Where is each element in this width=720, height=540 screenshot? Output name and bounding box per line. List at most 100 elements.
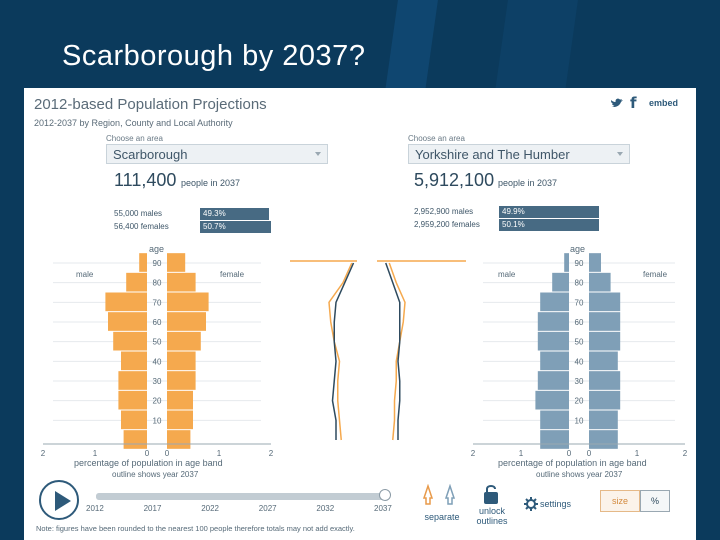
timeline-progress — [96, 493, 384, 500]
male-bar — [108, 312, 147, 331]
twitter-icon[interactable] — [610, 96, 624, 110]
timeline-handle[interactable] — [379, 489, 391, 501]
timeline-year-tick[interactable]: 2037 — [374, 504, 392, 513]
male-bar — [537, 312, 569, 331]
x-tick-label: 0 — [165, 449, 170, 458]
male-bar — [535, 390, 569, 410]
x-tick-label: 2 — [471, 449, 476, 458]
female-bar — [167, 390, 193, 410]
timeline-year-tick[interactable]: 2022 — [201, 504, 219, 513]
x-tick-label: 0 — [145, 449, 150, 458]
total-population-label: people in 2037 — [498, 178, 558, 188]
play-icon — [55, 491, 71, 511]
size-button[interactable]: size — [600, 490, 640, 512]
outlines-label[interactable]: outlines — [476, 516, 508, 526]
age-tick-label: 10 — [575, 416, 584, 425]
area-select-right[interactable]: Yorkshire and The Humber — [408, 144, 630, 164]
male-bar — [540, 410, 569, 430]
females-count: 56,400 females — [114, 222, 169, 231]
x-axis-note: outline shows year 2037 — [536, 470, 623, 479]
female-bar — [167, 430, 191, 449]
males-count: 55,000 males — [114, 209, 163, 218]
male-bar — [537, 331, 569, 351]
separate-icon[interactable] — [422, 484, 464, 506]
male-bar — [118, 390, 147, 410]
separate-label[interactable]: separate — [424, 512, 460, 522]
x-axis-note: outline shows year 2037 — [112, 470, 199, 479]
female-bar — [589, 390, 621, 410]
age-tick-label: 10 — [153, 416, 162, 425]
males-count: 2,952,900 males — [414, 207, 474, 216]
male-bar — [105, 292, 147, 312]
timeline-year-tick[interactable]: 2017 — [143, 504, 162, 513]
timeline-slider[interactable] — [96, 493, 384, 500]
male-bar — [126, 272, 147, 292]
male-bar — [139, 253, 147, 272]
female-bar — [167, 253, 186, 272]
male-bar — [552, 272, 569, 292]
female-bar — [589, 430, 618, 449]
percent-button[interactable]: % — [640, 490, 670, 512]
app-subtitle: 2012-2037 by Region, County and Local Au… — [34, 118, 233, 128]
male-bar — [564, 253, 569, 272]
x-tick-label: 2 — [683, 449, 688, 458]
choose-area-label: Choose an area — [106, 134, 163, 143]
projection-panel: 2012-based Population Projections 2012-2… — [24, 88, 696, 540]
total-population-label: people in 2037 — [181, 178, 241, 188]
age-tick-label: 80 — [575, 279, 584, 288]
age-tick-label: 50 — [153, 338, 162, 347]
facebook-icon[interactable]: f — [630, 94, 637, 112]
settings-label[interactable]: settings — [540, 499, 572, 509]
age-tick-label: 80 — [153, 279, 162, 288]
female-bar — [589, 331, 621, 351]
age-tick-label: 90 — [575, 259, 584, 268]
female-bar — [167, 371, 196, 390]
x-tick-label: 0 — [587, 449, 592, 458]
slide-title: Scarborough by 2037? — [62, 40, 366, 72]
female-bar — [167, 351, 196, 371]
app-title: 2012-based Population Projections — [34, 96, 267, 113]
male-bar — [121, 410, 147, 430]
female-bar — [589, 292, 621, 312]
female-percent-bar: 50.1% — [499, 219, 600, 231]
area-select-value: Scarborough — [113, 147, 188, 162]
male-bar — [537, 371, 569, 390]
choose-area-label: Choose an area — [408, 134, 465, 143]
female-bar — [167, 272, 196, 292]
x-tick-label: 1 — [519, 449, 524, 458]
male-bar — [121, 351, 147, 371]
female-bar — [167, 331, 201, 351]
age-tick-label: 20 — [153, 397, 162, 406]
male-bar — [123, 430, 147, 449]
female-bar — [589, 371, 621, 390]
females-count: 2,959,200 females — [414, 220, 480, 229]
timeline-year-tick[interactable]: 2012 — [86, 504, 104, 513]
age-tick-label: 60 — [153, 318, 162, 327]
male-bar — [118, 371, 147, 390]
age-tick-label: 40 — [153, 357, 162, 366]
female-bar — [589, 351, 618, 371]
area-select-left[interactable]: Scarborough — [106, 144, 328, 164]
timeline-year-tick[interactable]: 2027 — [258, 504, 277, 513]
age-tick-label: 70 — [153, 298, 162, 307]
lock-icon[interactable] — [482, 484, 500, 506]
age-tick-label: 40 — [575, 357, 584, 366]
timeline-year-tick[interactable]: 2032 — [316, 504, 335, 513]
age-tick-label: 20 — [575, 397, 584, 406]
total-population: 111,400 — [114, 170, 177, 190]
gear-icon[interactable] — [524, 497, 538, 511]
play-button[interactable] — [39, 480, 79, 520]
male-bar — [540, 292, 569, 312]
female-bar — [589, 312, 621, 331]
x-axis-label: percentage of population in age band — [74, 458, 223, 468]
female-bar — [589, 253, 601, 272]
female-bar — [589, 410, 618, 430]
unlock-label[interactable]: unlock — [478, 506, 505, 516]
age-tick-label: 70 — [575, 298, 584, 307]
rounding-note: Note: figures have been rounded to the n… — [36, 524, 355, 533]
female-label: female — [220, 270, 245, 279]
embed-link[interactable]: embed — [649, 98, 679, 108]
area-select-value: Yorkshire and The Humber — [415, 147, 570, 162]
age-tick-label: 50 — [575, 338, 584, 347]
